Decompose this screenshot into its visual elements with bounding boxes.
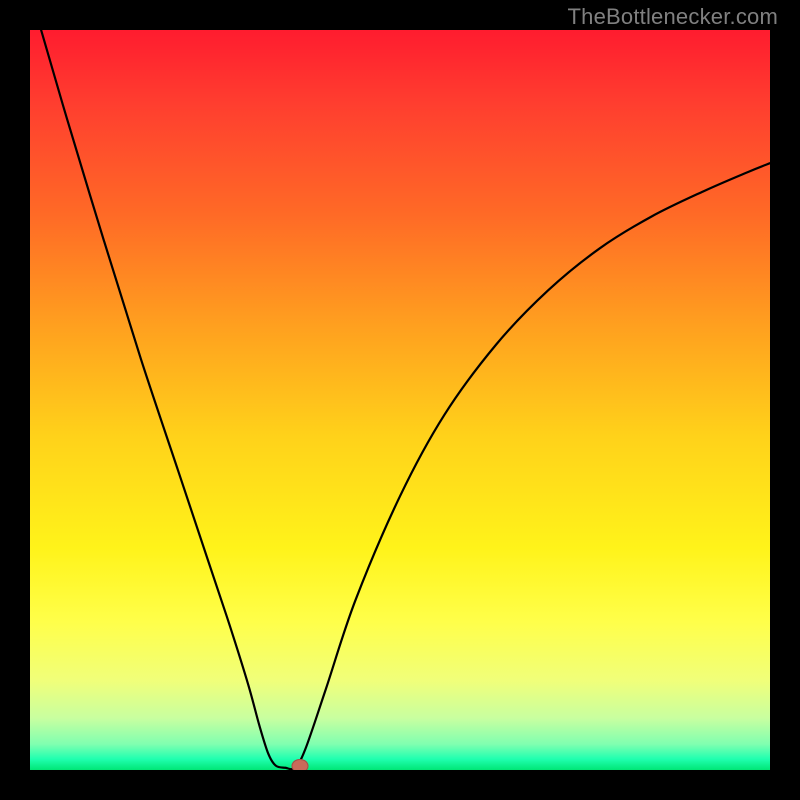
frame-border-right <box>770 0 800 800</box>
bottleneck-curve <box>41 30 770 769</box>
watermark-text: TheBottlenecker.com <box>568 4 778 30</box>
frame-border-left <box>0 0 30 800</box>
curve-svg <box>30 30 770 770</box>
chart-frame: TheBottlenecker.com <box>0 0 800 800</box>
optimum-marker <box>292 759 309 770</box>
plot-area <box>30 30 770 770</box>
frame-border-bottom <box>0 770 800 800</box>
